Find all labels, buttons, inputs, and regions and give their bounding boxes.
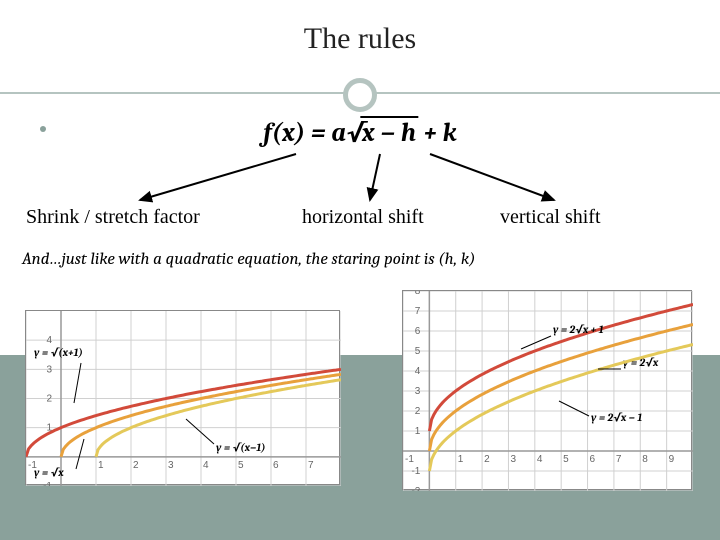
svg-text:1: 1 bbox=[98, 460, 104, 471]
svg-text:y = √(x+1): y = √(x+1) bbox=[33, 346, 83, 359]
formula-eq: = bbox=[305, 118, 331, 148]
svg-text:-1: -1 bbox=[411, 466, 420, 477]
bullet-icon bbox=[40, 126, 46, 132]
svg-text:7: 7 bbox=[616, 454, 622, 465]
arrow-diagram bbox=[0, 150, 720, 210]
formula-a: a bbox=[331, 118, 346, 148]
svg-text:-2: -2 bbox=[411, 486, 420, 491]
svg-text:3: 3 bbox=[510, 454, 516, 465]
subtext-prefix: And…just like with a quadratic equation,… bbox=[22, 250, 438, 269]
subtext-point: (h, k) bbox=[438, 250, 475, 269]
svg-text:6: 6 bbox=[273, 460, 279, 471]
chart-right-svg: -112345678910-2-112345678y = 2√x + 1y = … bbox=[403, 291, 693, 491]
svg-text:4: 4 bbox=[203, 460, 209, 471]
svg-text:5: 5 bbox=[563, 454, 569, 465]
formula-radicand: x − h bbox=[360, 116, 418, 148]
svg-text:y = √x: y = √x bbox=[33, 466, 64, 479]
svg-text:6: 6 bbox=[415, 326, 421, 337]
label-hshift: horizontal shift bbox=[302, 206, 424, 229]
svg-text:4: 4 bbox=[415, 366, 421, 377]
svg-text:8: 8 bbox=[415, 291, 421, 297]
main-formula: f(x) = a x − h + k bbox=[263, 118, 456, 148]
svg-text:5: 5 bbox=[238, 460, 244, 471]
subtext: And…just like with a quadratic equation,… bbox=[22, 250, 475, 269]
chart-vertical-shift: -112345678910-2-112345678y = 2√x + 1y = … bbox=[402, 290, 692, 490]
formula-plus-k: + k bbox=[418, 118, 457, 148]
svg-text:6: 6 bbox=[590, 454, 596, 465]
svg-text:7: 7 bbox=[415, 306, 421, 317]
svg-text:2: 2 bbox=[46, 394, 52, 405]
svg-text:y = √(x−1): y = √(x−1) bbox=[215, 441, 266, 454]
svg-text:2: 2 bbox=[415, 406, 421, 417]
slide: The rules f(x) = a x − h + k Shrink / str… bbox=[0, 0, 720, 540]
svg-text:-1: -1 bbox=[43, 481, 52, 486]
svg-text:y = 2√x − 1: y = 2√x − 1 bbox=[590, 411, 642, 424]
svg-text:9: 9 bbox=[669, 454, 675, 465]
svg-text:2: 2 bbox=[484, 454, 490, 465]
chart-left-svg: -112345678-11234y = √(x+1)y = √xy = √(x−… bbox=[26, 311, 341, 486]
formula-lhs: f(x) bbox=[263, 118, 305, 148]
svg-text:7: 7 bbox=[308, 460, 314, 471]
svg-text:3: 3 bbox=[46, 364, 52, 375]
sqrt-icon: x − h bbox=[346, 118, 418, 148]
svg-text:4: 4 bbox=[46, 335, 52, 346]
svg-text:y = 2√x + 1: y = 2√x + 1 bbox=[552, 323, 604, 336]
label-vshift: vertical shift bbox=[500, 206, 601, 229]
arrow-h bbox=[370, 154, 380, 200]
svg-text:1: 1 bbox=[458, 454, 464, 465]
svg-text:3: 3 bbox=[415, 386, 421, 397]
content-area: f(x) = a x − h + k Shrink / stretch facto… bbox=[0, 110, 720, 540]
svg-text:8: 8 bbox=[642, 454, 648, 465]
arrow-k bbox=[430, 154, 554, 200]
svg-text:2: 2 bbox=[133, 460, 139, 471]
circle-decoration bbox=[343, 78, 377, 112]
slide-title: The rules bbox=[0, 0, 720, 56]
label-shrink: Shrink / stretch factor bbox=[26, 206, 200, 229]
svg-text:-1: -1 bbox=[405, 454, 414, 465]
svg-text:1: 1 bbox=[415, 426, 421, 437]
svg-text:4: 4 bbox=[537, 454, 543, 465]
chart-horizontal-shift: -112345678-11234y = √(x+1)y = √xy = √(x−… bbox=[25, 310, 340, 485]
arrow-a bbox=[140, 154, 296, 200]
svg-text:5: 5 bbox=[415, 346, 421, 357]
svg-text:3: 3 bbox=[168, 460, 174, 471]
